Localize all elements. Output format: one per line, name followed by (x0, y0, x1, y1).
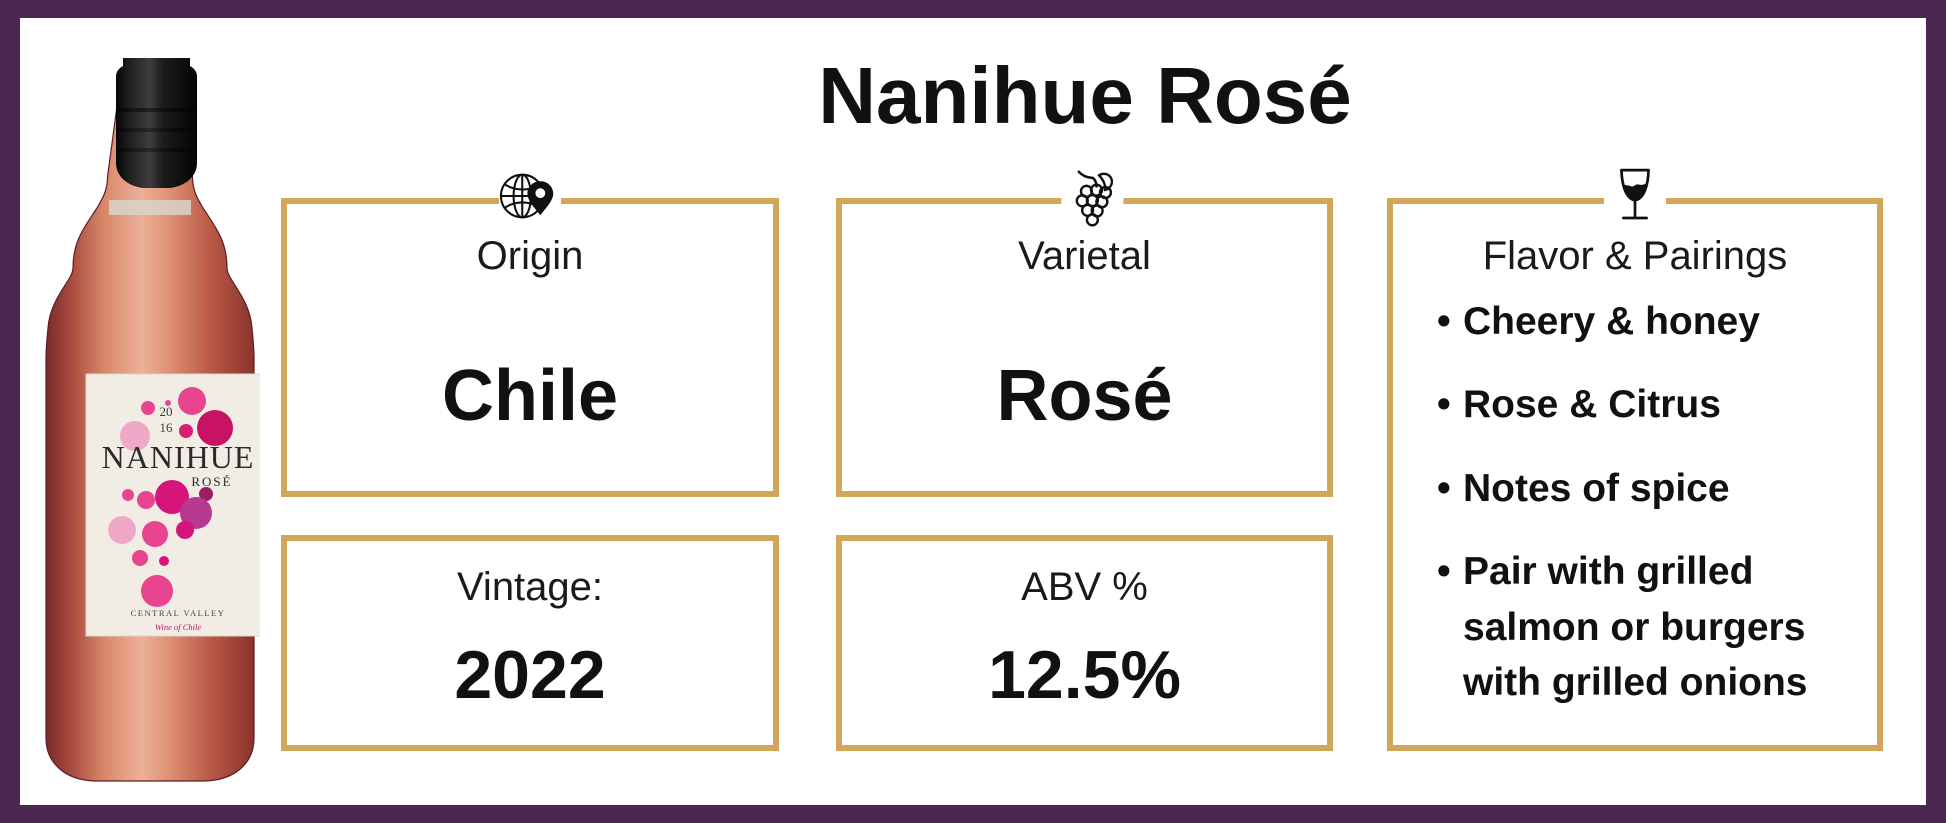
svg-text:CENTRAL VALLEY: CENTRAL VALLEY (131, 608, 226, 618)
svg-text:Wine of Chile: Wine of Chile (155, 622, 202, 632)
svg-text:NANIHUE: NANIHUE (102, 439, 255, 475)
svg-text:ROSÉ: ROSÉ (191, 474, 232, 489)
svg-text:16: 16 (160, 420, 174, 435)
svg-text:20: 20 (160, 404, 173, 419)
